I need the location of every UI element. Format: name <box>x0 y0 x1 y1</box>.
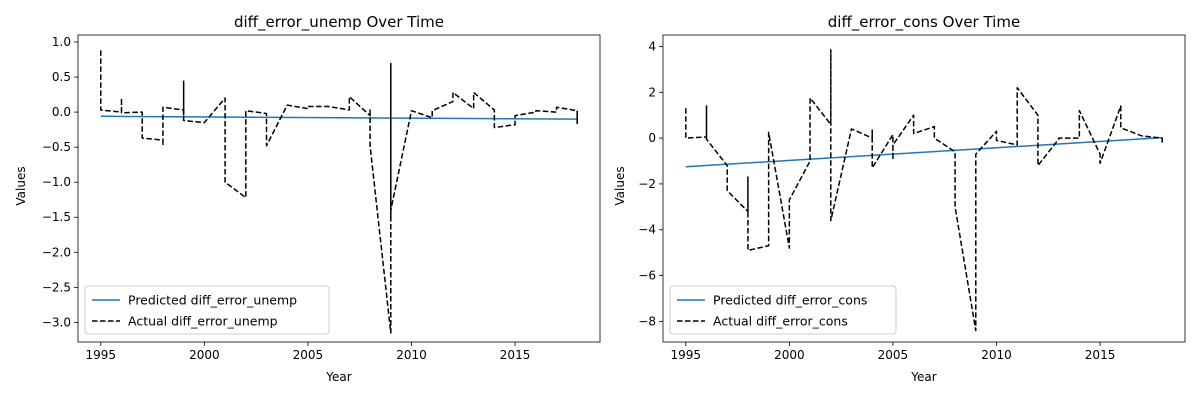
x-tick-label: 2010 <box>981 348 1012 362</box>
subplot-unemp-ticks: 1995 2000 2005 2010 2015 1.0 0.5 0.0 −0.5 −1.0 −1.… <box>42 35 530 362</box>
subplot-cons-title: diff_error_cons Over Time <box>828 13 1020 32</box>
actual-series-line <box>685 49 1163 332</box>
actual-series-line <box>100 50 578 334</box>
y-tick-label: 0 <box>648 131 656 145</box>
subplot-cons-legend: Predicted diff_error_cons Actual diff_er… <box>669 285 897 335</box>
y-tick-label: −2.0 <box>42 245 71 259</box>
x-tick-label: 2015 <box>1085 348 1116 362</box>
subplot-unemp-legend: Predicted diff_error_unemp Actual diff_e… <box>84 285 330 335</box>
y-tick-label: 1.0 <box>52 35 71 49</box>
y-tick-label: −4 <box>638 223 656 237</box>
x-tick-label: 2005 <box>878 348 909 362</box>
predicted-series-line <box>100 115 578 120</box>
x-tick-label: 2000 <box>774 348 805 362</box>
y-tick-label: −2.5 <box>42 280 71 294</box>
subplot-unemp: diff_error_unemp Over Time Year Values 1… <box>14 13 601 384</box>
subplot-cons-frame <box>662 34 1186 343</box>
legend-label-predicted: Predicted diff_error_cons <box>713 293 867 308</box>
subplot-cons-xlabel: Year <box>910 370 936 384</box>
y-tick-label: 4 <box>648 39 656 53</box>
y-tick-label: −0.5 <box>42 140 71 154</box>
y-tick-label: −1.0 <box>42 175 71 189</box>
y-tick-label: −8 <box>638 314 656 328</box>
x-tick-label: 2005 <box>293 348 324 362</box>
subplot-cons-ticks: 1995 2000 2005 2010 2015 4 2 0 −2 −4 −6 −8 <box>638 39 1115 362</box>
legend-label-actual: Actual diff_error_cons <box>713 314 848 329</box>
x-tick-label: 2000 <box>189 348 220 362</box>
predicted-series-line <box>685 136 1163 168</box>
legend-label-actual: Actual diff_error_unemp <box>128 314 278 329</box>
legend-label-predicted: Predicted diff_error_unemp <box>128 293 297 308</box>
subplot-unemp-xlabel: Year <box>325 370 351 384</box>
subplot-cons: diff_error_cons Over Time Year Values 19… <box>613 13 1186 384</box>
subplot-unemp-ylabel: Values <box>14 166 28 205</box>
subplot-unemp-frame <box>77 34 601 343</box>
legend-box <box>84 285 330 335</box>
x-tick-label: 2015 <box>500 348 531 362</box>
y-tick-label: −6 <box>638 269 656 283</box>
y-tick-label: 0.5 <box>52 70 71 84</box>
y-tick-label: −2 <box>638 177 656 191</box>
y-tick-label: 2 <box>648 85 656 99</box>
y-tick-label: −3.0 <box>42 315 71 329</box>
x-tick-label: 1995 <box>86 348 117 362</box>
x-tick-label: 2010 <box>396 348 427 362</box>
legend-box <box>669 285 897 335</box>
y-tick-label: −1.5 <box>42 210 71 224</box>
subplot-unemp-title: diff_error_unemp Over Time <box>234 13 444 32</box>
subplot-unemp-lines <box>100 50 578 334</box>
y-tick-label: 0.0 <box>52 105 71 119</box>
subplot-cons-lines <box>685 49 1163 332</box>
x-tick-label: 1995 <box>671 348 702 362</box>
subplot-cons-ylabel: Values <box>613 166 627 205</box>
